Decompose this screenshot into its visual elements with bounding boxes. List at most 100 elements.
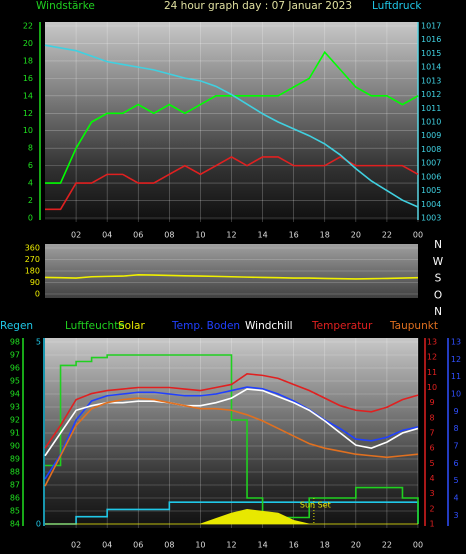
y2-tick-label: 1009 [421, 131, 441, 140]
y2-tick-label: 8 [429, 413, 434, 422]
x-tick-label: 06 [133, 231, 143, 240]
line [44, 44, 419, 208]
y-tick-label: 85 [10, 507, 20, 516]
y-tick-label: 88 [10, 468, 20, 477]
x-tick-label: 04 [102, 541, 112, 550]
line [45, 354, 419, 524]
y2-tick-label: 1003 [421, 214, 441, 223]
legend-label: Luftfeuchte [65, 320, 125, 332]
y3-tick-label: 13 [451, 338, 461, 347]
x-tick-label: 02 [71, 541, 81, 550]
y-tick-label: 10 [23, 126, 33, 135]
y-tick-label: 0 [28, 214, 33, 223]
area [45, 509, 418, 525]
y3-tick-label: 9 [453, 407, 458, 416]
y2-tick-label: 1013 [421, 76, 441, 85]
y-tick-label: 0 [35, 290, 40, 299]
x-tick-label: 14 [257, 541, 267, 550]
y-tick-label: 20 [23, 39, 33, 48]
y2-tick-label: 1016 [421, 35, 441, 44]
direction-label: N [434, 239, 442, 251]
y2-tick-label: 1004 [421, 200, 441, 209]
line [45, 50, 419, 184]
y3-tick-label: 10 [451, 390, 461, 399]
x-tick-label: 02 [71, 231, 81, 240]
y2-axis-title: Luftdruck [372, 0, 422, 12]
x-tick-label: 18 [320, 231, 330, 240]
x-tick-label: 10 [195, 231, 205, 240]
y-tick-label: 18 [23, 56, 33, 65]
y2-tick-label: 2 [429, 504, 434, 513]
x-tick-label: 08 [164, 231, 174, 240]
y3-tick-label: 6 [453, 459, 458, 468]
y-tick-label: 91 [10, 429, 20, 438]
x-tick-label: 18 [320, 541, 330, 550]
line [44, 373, 419, 449]
y2-tick-label: 12 [427, 353, 437, 362]
line [44, 274, 419, 280]
y-tick-label: 95 [10, 377, 20, 386]
y3-tick-label: 7 [453, 442, 458, 451]
y2-tick-label: 4 [429, 474, 434, 483]
x-tick-label: 20 [351, 541, 361, 550]
y4-tick-label: 0 [36, 520, 41, 529]
x-tick-label: 22 [382, 541, 392, 550]
y-tick-label: 270 [25, 255, 40, 264]
x-tick-label: 16 [289, 231, 299, 240]
y-tick-label: 360 [25, 244, 40, 253]
y3-tick-label: 5 [453, 476, 458, 485]
direction-label: W [433, 256, 444, 268]
y2-tick-label: 10 [427, 383, 437, 392]
y2-tick-label: 1 [429, 520, 434, 529]
y2-tick-label: 1017 [421, 22, 441, 31]
legend-label: Regen [0, 320, 33, 332]
y3-tick-label: 12 [451, 355, 461, 364]
annotation: Sun Set [300, 501, 331, 510]
legend-label: Windchill [245, 320, 293, 332]
y2-tick-label: 1014 [421, 63, 441, 72]
y-tick-label: 90 [30, 278, 40, 287]
y-tick-label: 8 [28, 144, 33, 153]
y2-tick-label: 13 [427, 338, 437, 347]
x-tick-label: 20 [351, 231, 361, 240]
x-tick-label: 10 [195, 541, 205, 550]
y-tick-label: 180 [25, 267, 40, 276]
x-tick-label: 12 [226, 231, 236, 240]
y2-tick-label: 1006 [421, 172, 441, 181]
y3-tick-label: 4 [453, 494, 458, 503]
plot-bg [45, 22, 418, 220]
direction-label: O [434, 289, 442, 301]
y2-tick-label: 5 [429, 459, 434, 468]
x-tick-label: 08 [164, 541, 174, 550]
line [45, 501, 419, 525]
y-tick-label: 16 [23, 74, 33, 83]
line [44, 386, 419, 480]
y-tick-label: 89 [10, 455, 20, 464]
direction-label: N [434, 306, 442, 318]
y2-tick-label: 1007 [421, 159, 441, 168]
x-tick-label: 22 [382, 231, 392, 240]
y3-tick-label: 11 [451, 372, 461, 381]
y-tick-label: 92 [10, 416, 20, 425]
y-tick-label: 94 [10, 390, 20, 399]
y-axis-title: Windstärke [36, 0, 95, 12]
legend-label: Taupunkt [389, 320, 438, 332]
y-tick-label: 97 [10, 351, 20, 360]
y-tick-label: 4 [28, 179, 33, 188]
line [44, 397, 419, 487]
y4-tick-label: 5 [36, 338, 41, 347]
legend-label: Temperatur [311, 320, 373, 332]
x-tick-label: 04 [102, 231, 112, 240]
y-tick-label: 90 [10, 442, 20, 451]
y2-tick-label: 7 [429, 429, 434, 438]
y-tick-label: 84 [10, 520, 20, 529]
y-tick-label: 86 [10, 494, 20, 503]
legend-label: Temp. Boden [171, 320, 240, 332]
y3-tick-label: 3 [453, 511, 458, 520]
y3-tick-label: 8 [453, 424, 458, 433]
y2-tick-label: 11 [427, 368, 437, 377]
y-tick-label: 2 [28, 196, 33, 205]
y2-tick-label: 1008 [421, 145, 441, 154]
